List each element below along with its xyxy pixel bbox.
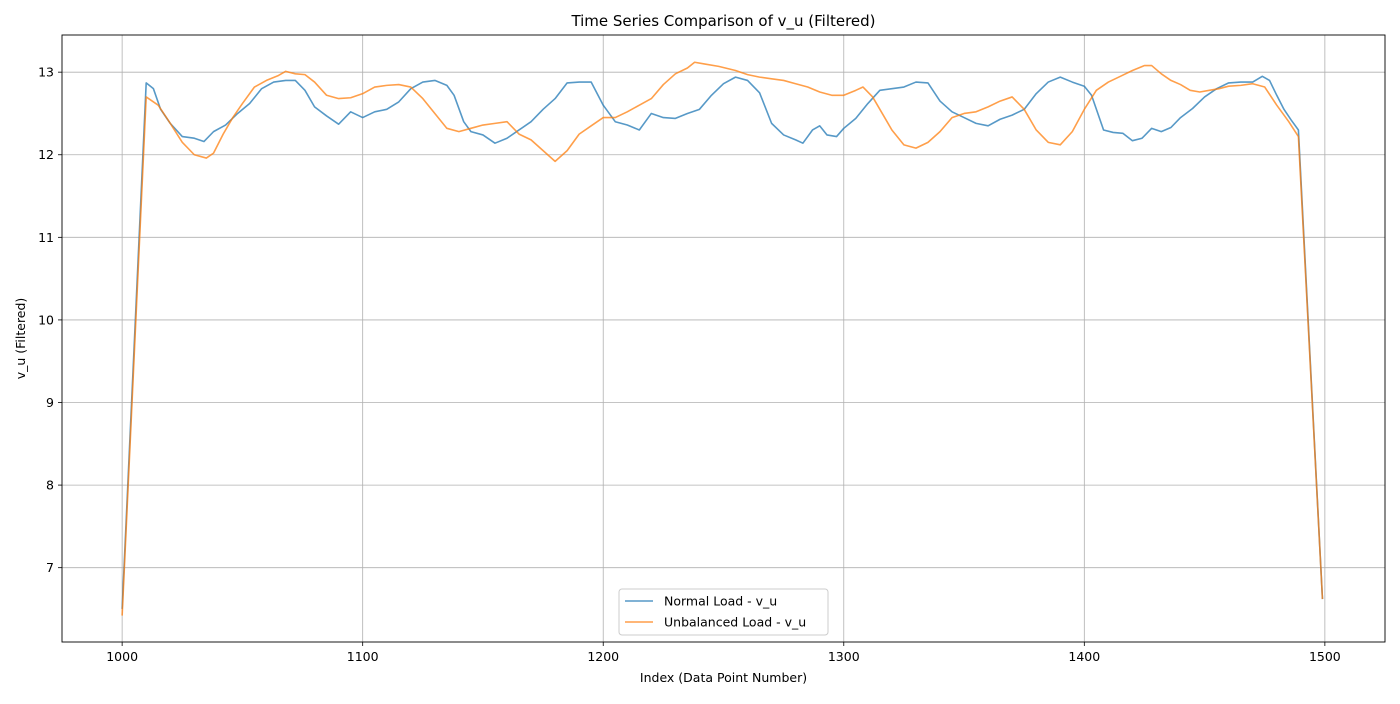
- legend: Normal Load - v_u Unbalanced Load - v_u: [618, 588, 829, 636]
- series-line-normal-load: [121, 75, 1324, 610]
- legend-label-unbalanced-load: Unbalanced Load - v_u: [664, 615, 806, 630]
- series-line-unbalanced-load: [121, 61, 1324, 616]
- x-tick-label: 1000: [106, 649, 138, 664]
- x-tick-label: 1100: [347, 649, 379, 664]
- legend-label-normal-load: Normal Load - v_u: [664, 594, 777, 609]
- y-tick-label: 13: [38, 65, 54, 80]
- y-tick-label: 10: [38, 312, 54, 327]
- gridlines: [62, 35, 1385, 642]
- x-axis-title: Index (Data Point Number): [640, 670, 807, 685]
- y-axis-title: v_u (Filtered): [13, 298, 28, 380]
- axis-ticks: 1000 1100 1200 1300 1400 1500 7 8 9 10 11 12 13: [38, 65, 1341, 664]
- series-lines: [121, 61, 1324, 616]
- y-tick-label: 9: [46, 395, 54, 410]
- y-tick-label: 11: [38, 230, 54, 245]
- y-tick-label: 12: [38, 147, 54, 162]
- legend-box: [618, 588, 829, 636]
- x-tick-label: 1400: [1068, 649, 1100, 664]
- y-tick-label: 7: [46, 560, 54, 575]
- x-tick-label: 1300: [828, 649, 860, 664]
- x-tick-label: 1500: [1309, 649, 1341, 664]
- chart-title: Time Series Comparison of v_u (Filtered): [570, 12, 875, 31]
- y-tick-label: 8: [46, 478, 54, 493]
- plot-frame: [61, 34, 1386, 643]
- x-tick-label: 1200: [587, 649, 619, 664]
